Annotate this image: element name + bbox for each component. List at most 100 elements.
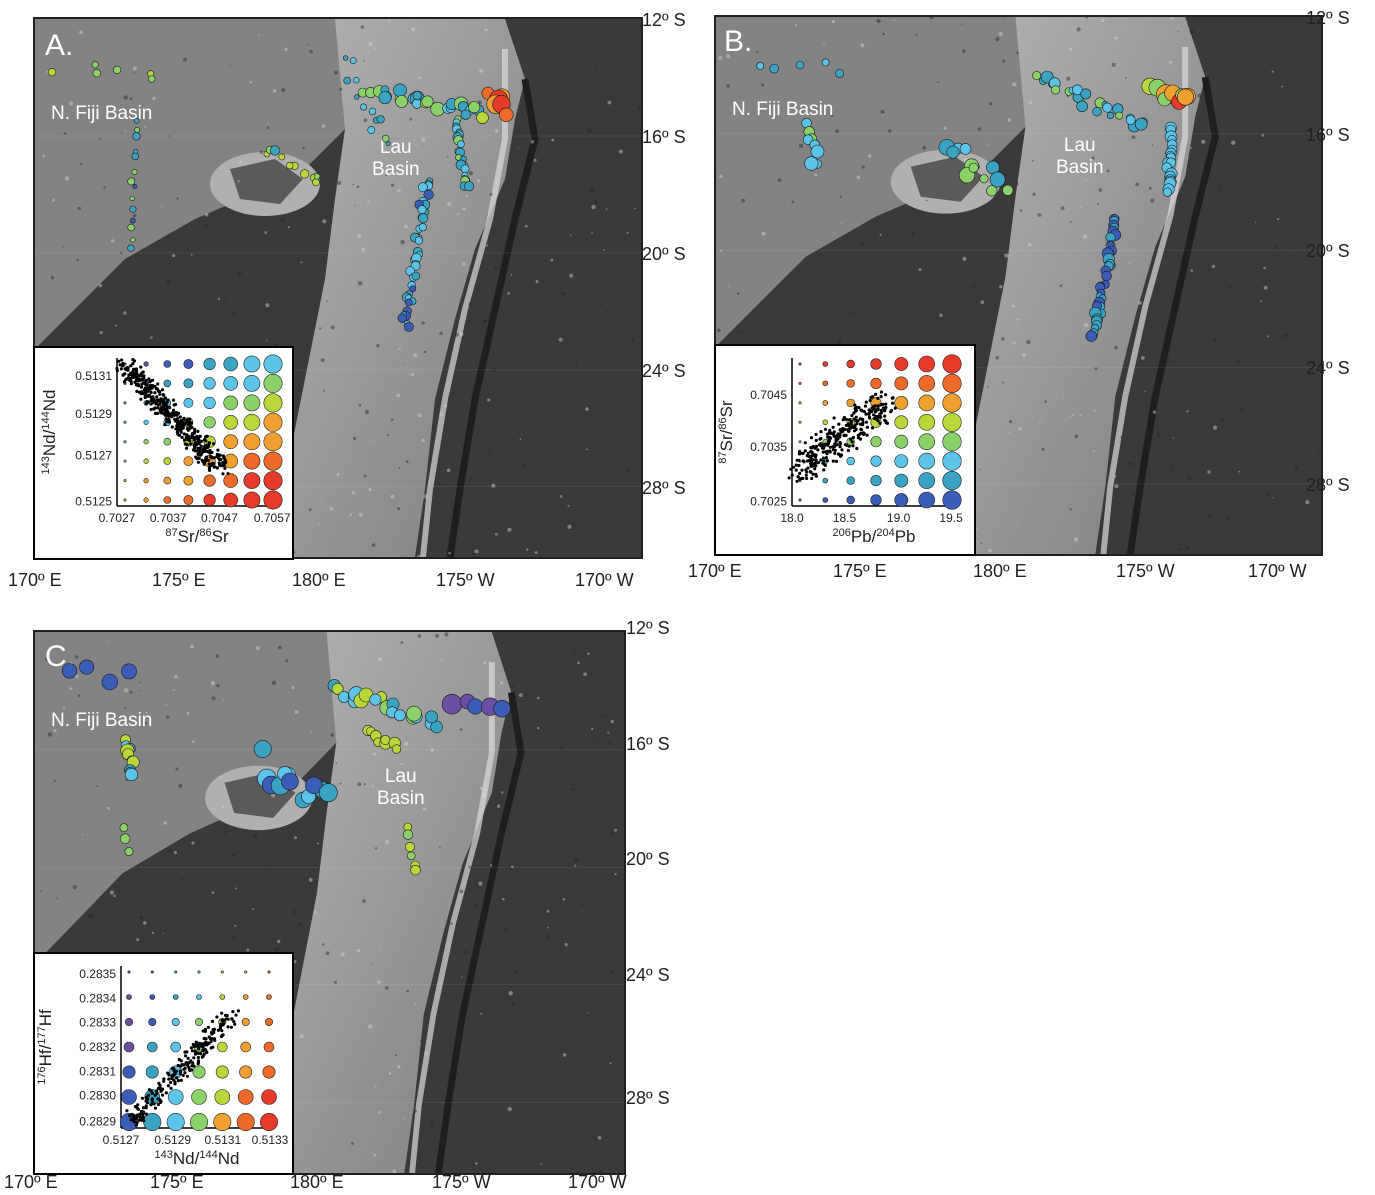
label-lau-basin: Lau Basin	[1056, 135, 1104, 179]
seafloor-texture	[482, 319, 487, 324]
seafloor-texture	[457, 212, 460, 216]
legend-swatch	[942, 393, 962, 413]
sample-point	[463, 181, 474, 192]
seafloor-texture	[302, 146, 305, 150]
data-point	[144, 1099, 148, 1103]
seafloor-texture	[352, 183, 354, 186]
seafloor-texture	[1091, 156, 1095, 160]
sample-point	[425, 710, 438, 724]
data-point	[852, 411, 856, 415]
x-tick-label: 0.5129	[154, 1133, 191, 1147]
data-point	[859, 428, 864, 432]
data-point	[179, 1064, 183, 1068]
seafloor-texture	[339, 87, 343, 91]
lon-label: 180º E	[290, 1172, 344, 1192]
seafloor-texture	[1098, 188, 1103, 192]
seafloor-texture	[508, 991, 513, 996]
seafloor-texture	[278, 645, 282, 650]
seafloor-texture	[430, 748, 435, 752]
data-point	[164, 417, 168, 421]
seafloor-texture	[1128, 262, 1131, 265]
data-point	[805, 476, 809, 481]
data-point	[857, 405, 861, 410]
inset-svg-b: 18.0 18.5 19.0 19.5 0.7045 0.7035 0.7025 206Pb/…	[717, 354, 963, 546]
seafloor-texture	[1138, 301, 1142, 305]
seafloor-texture	[1028, 242, 1032, 247]
sample-point	[418, 223, 427, 232]
seafloor-texture	[144, 721, 147, 725]
seafloor-texture	[1212, 425, 1218, 430]
x-tick-label: 0.5127	[103, 1133, 140, 1147]
seafloor-texture	[183, 57, 188, 62]
lat-label: 20º S	[642, 244, 686, 264]
label-basin: Basin	[1056, 157, 1104, 178]
data-point	[851, 435, 855, 440]
seafloor-texture	[152, 96, 156, 101]
legend-swatch	[822, 400, 829, 406]
x-tick-label: 0.5133	[252, 1133, 289, 1147]
seafloor-texture	[363, 474, 367, 478]
sample-point	[253, 740, 272, 758]
data-point	[794, 468, 798, 472]
lat-label: 24º S	[642, 361, 686, 381]
seafloor-texture	[1071, 414, 1074, 417]
legend-swatch	[846, 476, 855, 485]
x-axis-label: 206Pb/204Pb	[832, 527, 915, 546]
seafloor-texture	[413, 1002, 416, 1005]
seafloor-texture	[150, 336, 153, 339]
data-point	[219, 457, 223, 462]
seafloor-texture	[53, 779, 56, 782]
data-point	[187, 1061, 191, 1065]
data-point	[193, 446, 197, 450]
y-tick-label: 0.7035	[750, 440, 787, 454]
data-point	[208, 448, 212, 453]
seafloor-texture	[356, 948, 361, 953]
seafloor-texture	[1018, 427, 1022, 431]
lon-label: 175º W	[1116, 561, 1175, 581]
seafloor-texture	[628, 385, 632, 388]
data-point	[879, 395, 883, 399]
seafloor-texture	[111, 239, 115, 243]
data-point	[179, 1078, 183, 1082]
data-point	[169, 415, 174, 419]
data-point	[854, 419, 858, 423]
sample-point	[968, 162, 979, 173]
seafloor-texture	[860, 242, 864, 246]
seafloor-texture	[618, 149, 623, 154]
data-point	[153, 1106, 158, 1110]
data-point	[802, 460, 806, 464]
data-point	[823, 427, 828, 431]
data-point	[185, 443, 189, 447]
legend-swatch	[243, 375, 261, 392]
data-point	[810, 446, 814, 450]
seafloor-texture	[418, 76, 422, 80]
data-point	[204, 1048, 208, 1052]
sample-point	[423, 189, 434, 200]
seafloor-texture	[415, 143, 417, 146]
seafloor-texture	[587, 97, 590, 100]
seafloor-texture	[404, 362, 406, 364]
seafloor-texture	[45, 657, 50, 662]
lon-label: 170º E	[688, 561, 742, 581]
legend-swatch	[147, 1041, 158, 1053]
seafloor-texture	[1151, 144, 1154, 146]
seafloor-texture	[882, 32, 885, 36]
seafloor-texture	[918, 268, 922, 272]
data-point	[226, 1025, 230, 1029]
data-point	[135, 1120, 139, 1124]
seafloor-texture	[237, 270, 242, 275]
seafloor-texture	[488, 451, 492, 455]
legend-swatch	[942, 354, 962, 374]
seafloor-texture	[417, 554, 421, 557]
data-point	[842, 433, 847, 437]
sample-point	[112, 65, 122, 75]
data-point	[129, 382, 133, 386]
seafloor-texture	[417, 413, 422, 418]
data-point	[884, 405, 888, 409]
data-point	[190, 432, 195, 436]
legend-swatch	[942, 373, 962, 394]
data-point	[853, 403, 857, 407]
data-point	[833, 442, 837, 446]
seafloor-texture	[1008, 431, 1011, 434]
data-point	[861, 421, 865, 425]
